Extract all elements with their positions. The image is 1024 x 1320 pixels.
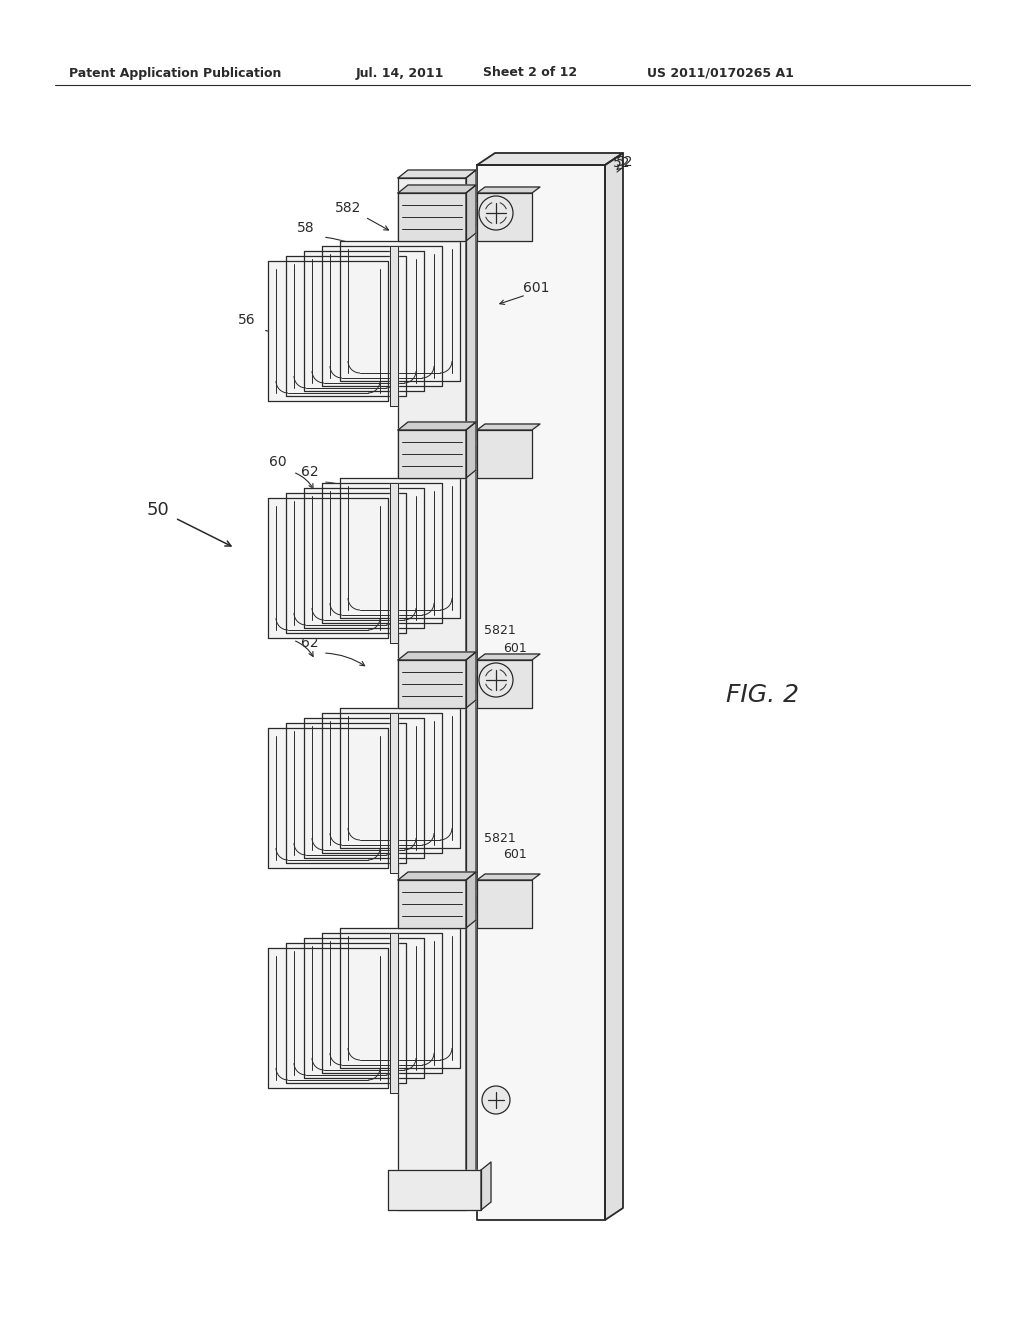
Circle shape — [479, 195, 513, 230]
Text: Jul. 14, 2011: Jul. 14, 2011 — [355, 66, 444, 79]
Text: 60: 60 — [269, 623, 287, 638]
Polygon shape — [388, 1170, 481, 1210]
Polygon shape — [477, 424, 540, 430]
Polygon shape — [477, 653, 540, 660]
Text: US 2011/0170265 A1: US 2011/0170265 A1 — [646, 66, 794, 79]
Polygon shape — [466, 438, 477, 446]
Polygon shape — [268, 729, 388, 869]
Polygon shape — [477, 430, 532, 478]
Polygon shape — [466, 692, 477, 700]
Polygon shape — [398, 170, 476, 178]
Polygon shape — [304, 718, 424, 858]
Text: Patent Application Publication: Patent Application Publication — [69, 66, 282, 79]
Text: 62: 62 — [301, 636, 318, 649]
Polygon shape — [477, 153, 623, 165]
Text: 56: 56 — [239, 313, 256, 327]
Text: FIG. 2: FIG. 2 — [726, 682, 800, 708]
Polygon shape — [268, 261, 388, 401]
Polygon shape — [286, 256, 406, 396]
Polygon shape — [322, 933, 442, 1073]
Text: 5821: 5821 — [484, 623, 516, 636]
Polygon shape — [398, 193, 466, 242]
Polygon shape — [340, 708, 460, 847]
Polygon shape — [390, 246, 398, 407]
Polygon shape — [390, 933, 398, 1093]
Text: 60: 60 — [269, 455, 287, 469]
Polygon shape — [286, 723, 406, 863]
Text: 60: 60 — [269, 803, 287, 817]
Polygon shape — [322, 483, 442, 623]
Text: 52: 52 — [616, 154, 634, 169]
Polygon shape — [398, 652, 476, 660]
Polygon shape — [398, 185, 476, 193]
Polygon shape — [398, 422, 476, 430]
Text: 5821: 5821 — [484, 832, 516, 845]
Polygon shape — [398, 430, 466, 478]
Text: 601: 601 — [503, 446, 527, 458]
Text: 62: 62 — [301, 306, 318, 319]
Polygon shape — [477, 187, 540, 193]
Polygon shape — [398, 178, 466, 1210]
Circle shape — [482, 1086, 510, 1114]
Polygon shape — [340, 242, 460, 381]
Text: 601: 601 — [503, 849, 527, 862]
Polygon shape — [477, 193, 532, 242]
Polygon shape — [340, 928, 460, 1068]
Text: 58: 58 — [297, 220, 314, 235]
Polygon shape — [322, 713, 442, 853]
Polygon shape — [286, 942, 406, 1082]
Polygon shape — [304, 251, 424, 391]
Polygon shape — [466, 422, 476, 478]
Polygon shape — [466, 652, 476, 708]
Polygon shape — [340, 478, 460, 618]
Polygon shape — [398, 873, 476, 880]
Text: 601: 601 — [522, 281, 549, 294]
Text: 601: 601 — [503, 642, 527, 655]
Polygon shape — [286, 492, 406, 634]
Polygon shape — [398, 660, 466, 708]
Polygon shape — [390, 483, 398, 643]
Polygon shape — [268, 948, 388, 1088]
Text: 5821: 5821 — [379, 242, 411, 255]
Polygon shape — [481, 1162, 490, 1210]
Polygon shape — [477, 880, 532, 928]
Polygon shape — [390, 713, 398, 873]
Polygon shape — [477, 660, 532, 708]
Text: 60: 60 — [269, 293, 287, 308]
Text: 5821: 5821 — [484, 429, 516, 441]
Polygon shape — [605, 153, 623, 1220]
Polygon shape — [466, 873, 476, 928]
Text: 62: 62 — [301, 465, 318, 479]
Polygon shape — [322, 246, 442, 385]
Polygon shape — [466, 668, 477, 676]
Text: 52: 52 — [613, 156, 631, 170]
Polygon shape — [466, 462, 477, 470]
Circle shape — [479, 663, 513, 697]
Polygon shape — [466, 170, 476, 1210]
Polygon shape — [466, 912, 477, 920]
Text: Sheet 2 of 12: Sheet 2 of 12 — [483, 66, 578, 79]
Polygon shape — [466, 201, 477, 209]
Text: 582: 582 — [335, 201, 361, 215]
Polygon shape — [268, 498, 388, 638]
Polygon shape — [466, 185, 476, 242]
Text: 50: 50 — [146, 502, 169, 519]
Polygon shape — [477, 874, 540, 880]
Polygon shape — [477, 165, 605, 1220]
Polygon shape — [466, 888, 477, 896]
Polygon shape — [466, 224, 477, 234]
Polygon shape — [304, 488, 424, 628]
Polygon shape — [304, 939, 424, 1078]
Text: 62: 62 — [301, 813, 318, 828]
Polygon shape — [398, 880, 466, 928]
